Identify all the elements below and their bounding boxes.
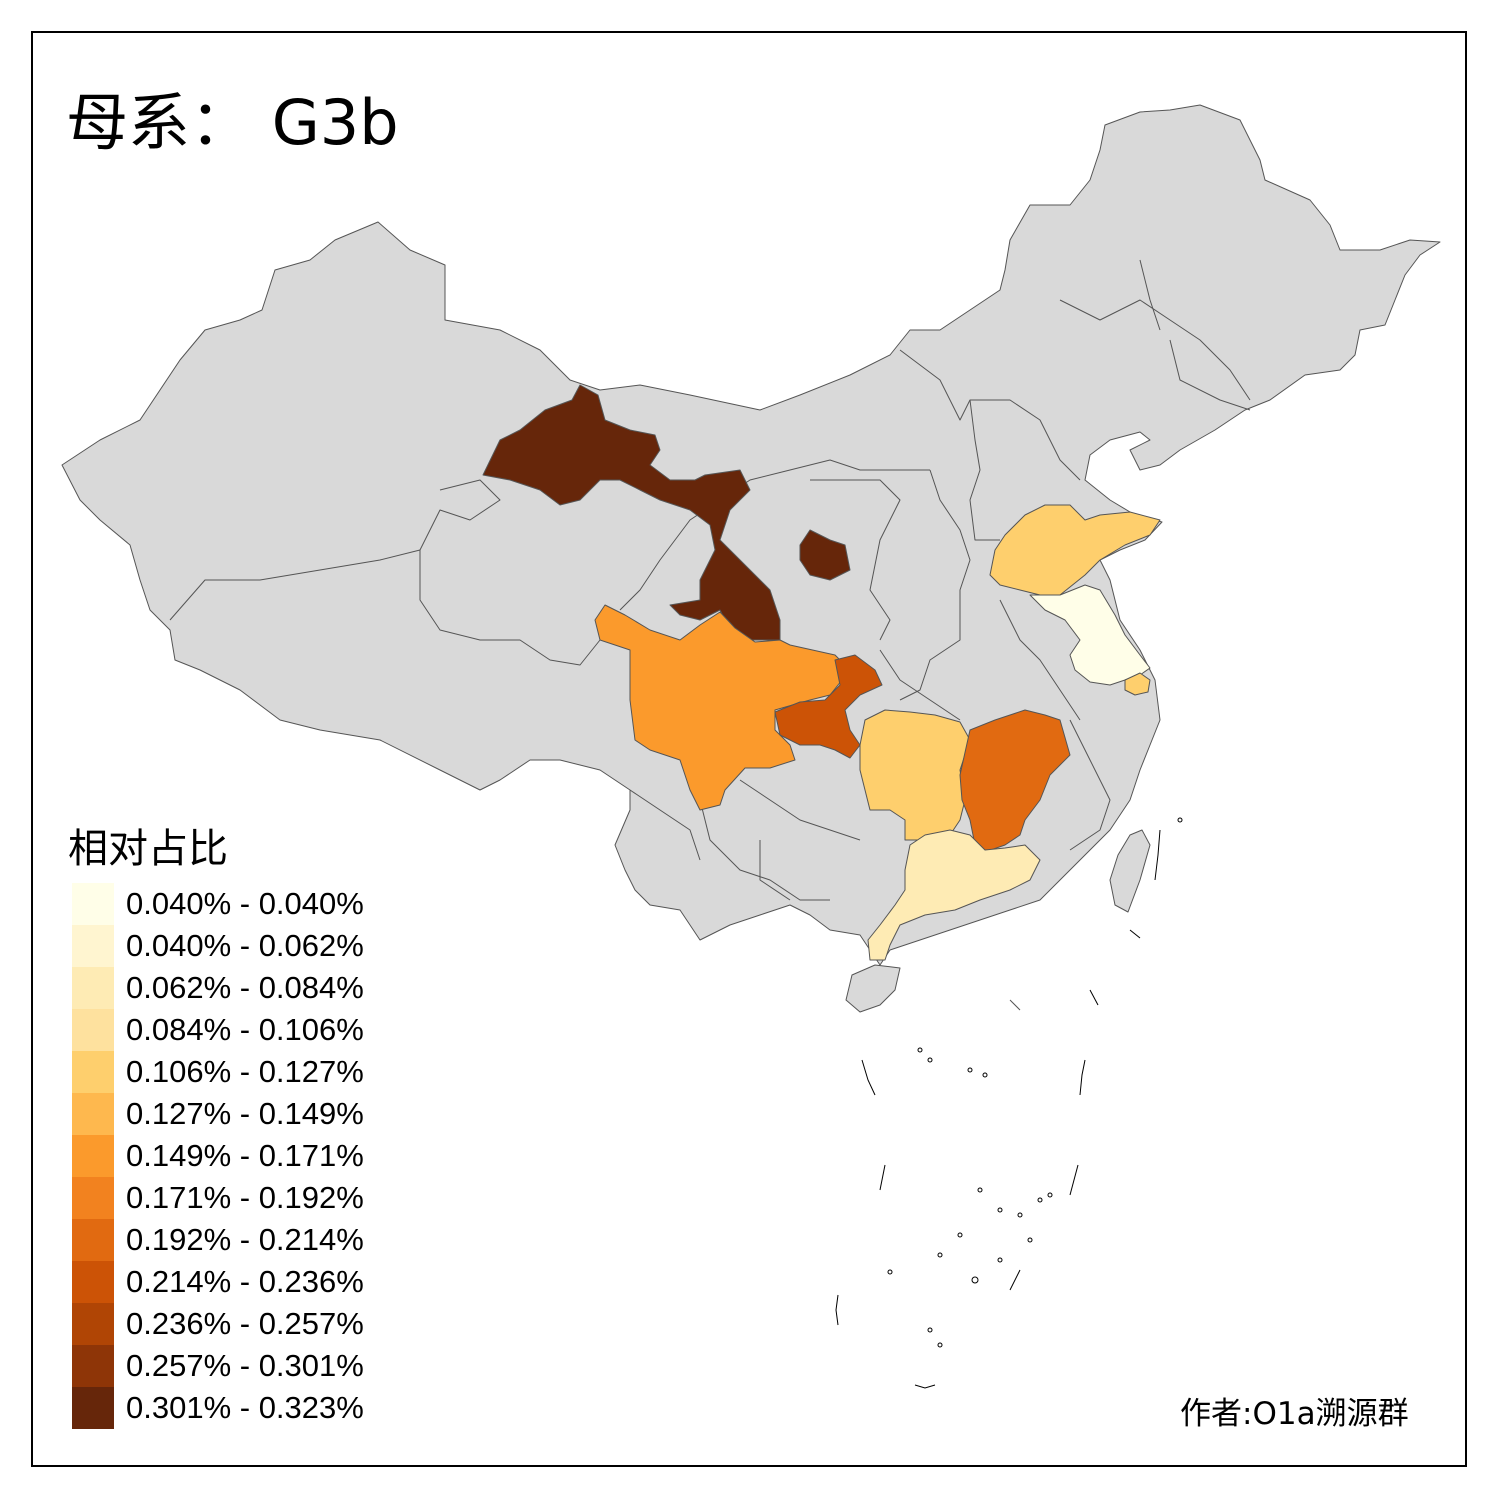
legend-item: 0.171% - 0.192%: [72, 1177, 432, 1219]
legend-item: 0.084% - 0.106%: [72, 1009, 432, 1051]
legend-item: 0.062% - 0.084%: [72, 967, 432, 1009]
legend-swatch: [72, 1051, 114, 1093]
legend-swatch: [72, 1093, 114, 1135]
legend-swatch: [72, 967, 114, 1009]
legend-swatch: [72, 1345, 114, 1387]
highlighted-provinces: [482, 384, 1161, 961]
legend-label: 0.084% - 0.106%: [126, 1012, 364, 1047]
shandong-region: [989, 504, 1161, 596]
legend-label: 0.257% - 0.301%: [126, 1348, 364, 1383]
map-title: 母系： G3b: [66, 86, 399, 159]
legend-label: 0.192% - 0.214%: [126, 1222, 364, 1257]
jiangxi-region: [959, 709, 1071, 853]
legend-item: 0.106% - 0.127%: [72, 1051, 432, 1093]
author-credit: 作者:O1a溯源群: [1180, 1396, 1409, 1432]
hainan-island: [845, 964, 901, 1013]
legend-item: 0.214% - 0.236%: [72, 1261, 432, 1303]
map-frame: [31, 31, 1467, 1467]
legend-label: 0.149% - 0.171%: [126, 1138, 364, 1173]
sichuan-region: [594, 604, 851, 811]
legend-swatch: [72, 1303, 114, 1345]
legend-swatch: [72, 1261, 114, 1303]
legend: 0.040% - 0.040% 0.040% - 0.062% 0.062% - 0…: [72, 883, 432, 1429]
taiwan-island: [1109, 829, 1151, 913]
legend-label: 0.127% - 0.149%: [126, 1096, 364, 1131]
legend-label: 0.040% - 0.040%: [126, 886, 364, 921]
base-map: [61, 104, 1441, 1013]
legend-item: 0.040% - 0.040%: [72, 883, 432, 925]
legend-item: 0.149% - 0.171%: [72, 1135, 432, 1177]
legend-item: 0.257% - 0.301%: [72, 1345, 432, 1387]
legend-title: 相对占比: [68, 826, 228, 872]
legend-swatch: [72, 1135, 114, 1177]
south-china-sea-islands: [835, 817, 1183, 1389]
legend-label: 0.171% - 0.192%: [126, 1180, 364, 1215]
legend-label: 0.062% - 0.084%: [126, 970, 364, 1005]
legend-label: 0.236% - 0.257%: [126, 1306, 364, 1341]
chongqing-region: [774, 654, 883, 759]
legend-item: 0.040% - 0.062%: [72, 925, 432, 967]
legend-item: 0.236% - 0.257%: [72, 1303, 432, 1345]
guangdong-region: [867, 829, 1041, 961]
legend-swatch: [72, 1009, 114, 1051]
legend-swatch: [72, 1219, 114, 1261]
legend-label: 0.040% - 0.062%: [126, 928, 364, 963]
legend-item: 0.192% - 0.214%: [72, 1219, 432, 1261]
legend-swatch: [72, 1177, 114, 1219]
legend-item: 0.301% - 0.323%: [72, 1387, 432, 1429]
legend-label: 0.214% - 0.236%: [126, 1264, 364, 1299]
legend-label: 0.106% - 0.127%: [126, 1054, 364, 1089]
province-borders: [169, 259, 1251, 1011]
legend-swatch: [72, 883, 114, 925]
china-landmass: [61, 104, 1441, 966]
legend-label: 0.301% - 0.323%: [126, 1390, 364, 1425]
legend-swatch: [72, 925, 114, 967]
gansu-region: [482, 384, 851, 641]
legend-swatch: [72, 1387, 114, 1429]
legend-item: 0.127% - 0.149%: [72, 1093, 432, 1135]
shanghai-region: [1124, 672, 1151, 696]
